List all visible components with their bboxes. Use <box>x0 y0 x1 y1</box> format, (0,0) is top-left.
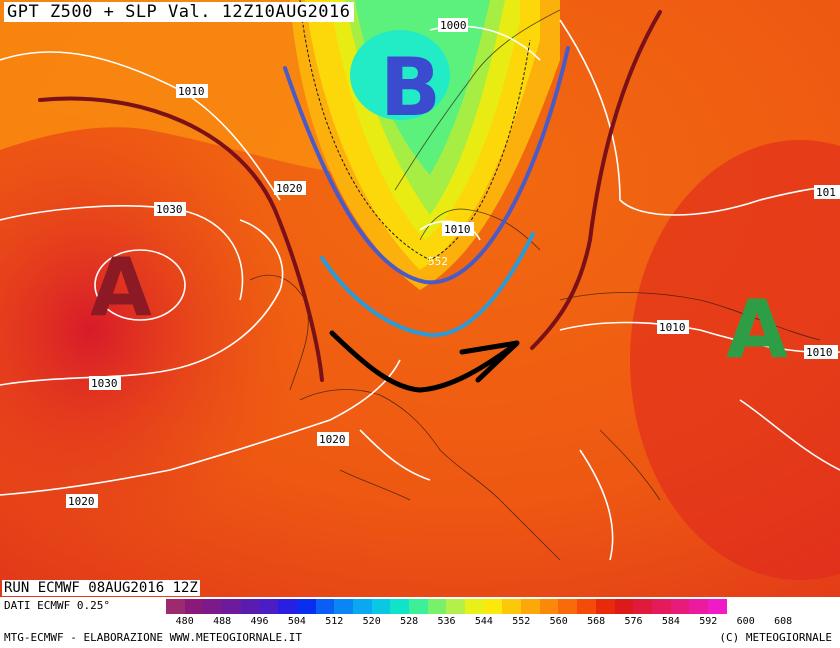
colorbar-cell <box>483 599 503 614</box>
colorbar-tick-label: 576 <box>624 616 643 627</box>
colorbar-tick-label: 608 <box>774 616 793 627</box>
map-title: GPT Z500 + SLP Val. 12Z10AUG2016 <box>4 2 354 22</box>
colorbar-cell <box>315 599 335 614</box>
colorbar-tick-label: 560 <box>549 616 568 627</box>
colorbar-cell <box>184 599 204 614</box>
colorbar-tick-label: 480 <box>175 616 194 627</box>
map-canvas: 1000 1010 1010 1020 1030 1030 1020 1020 … <box>0 0 840 598</box>
colorbar-cell <box>390 599 409 614</box>
colorbar-cell <box>651 599 671 614</box>
isobar-label: 1020 <box>68 495 95 508</box>
colorbar-cell <box>539 599 559 614</box>
isobar-label: 1030 <box>156 203 183 216</box>
isobar-label: 1030 <box>91 377 118 390</box>
colorbar-cell <box>595 599 615 614</box>
low-pressure-letter: B <box>380 41 441 134</box>
colorbar-cell <box>614 599 634 614</box>
isobar-label: 101 <box>816 186 836 199</box>
colorbar-cell <box>408 599 428 614</box>
colorbar-tick-label: 568 <box>587 616 606 627</box>
isobar-label: 1020 <box>319 433 346 446</box>
colorbar-cell <box>633 599 652 614</box>
colorbar-cell <box>446 599 465 614</box>
high-core-west <box>0 100 300 560</box>
colorbar-tick-label: 528 <box>400 616 419 627</box>
isobar-label: 1010 <box>444 223 471 236</box>
high-pressure-letter-west: A <box>90 241 152 334</box>
colorbar-tick-label: 520 <box>362 616 381 627</box>
colorbar-cell <box>427 599 447 614</box>
colorbar-tick-label: 552 <box>512 616 531 627</box>
colorbar-cell <box>278 599 297 614</box>
data-label: DATI ECMWF 0.25° <box>4 599 110 612</box>
colorbar-cell <box>558 599 578 614</box>
colorbar-tick-label: 512 <box>325 616 344 627</box>
isobar-labels: 1000 1010 1010 1020 1030 1030 1020 1020 … <box>66 18 840 508</box>
colorbar-cell <box>371 599 391 614</box>
isobar-label: 1010 <box>806 346 833 359</box>
colorbar-tick-label: 504 <box>287 616 306 627</box>
trough-axis-cyan <box>320 232 535 338</box>
colorbar-cell <box>240 599 260 614</box>
footer-credit: MTG-ECMWF - ELABORAZIONE WWW.METEOGIORNA… <box>4 631 303 644</box>
colorbar-cell <box>222 599 241 614</box>
high-pressure-letter-east: A <box>726 283 788 376</box>
colorbar-tick-label: 488 <box>213 616 232 627</box>
colorbar-cell <box>465 599 484 614</box>
colorbar-cell <box>203 599 223 614</box>
isobar-label: 1010 <box>659 321 686 334</box>
colorbar-tick-label: 592 <box>699 616 718 627</box>
colorbar-cell <box>334 599 353 614</box>
colorbar-cell <box>502 599 522 614</box>
colorbar-tick-label: 600 <box>736 616 755 627</box>
isobar-label: 1020 <box>276 182 303 195</box>
footer-copyright: (C) METEOGIORNALE <box>719 631 832 644</box>
colorbar-cell <box>296 599 316 614</box>
colorbar-tick-label: 544 <box>474 616 493 627</box>
colorbar-cell <box>352 599 372 614</box>
isobar-label: 1000 <box>440 19 467 32</box>
ridge-axis-east <box>530 10 662 350</box>
colorbar-cell <box>259 599 279 614</box>
colorbar-cell <box>707 599 727 614</box>
isobar-label: 1010 <box>178 85 205 98</box>
height-contour <box>299 0 531 261</box>
colorbar-cell <box>577 599 596 614</box>
colorbar-cell <box>521 599 540 614</box>
colorbar-cell <box>166 599 185 614</box>
colorbar-cell <box>689 599 708 614</box>
high-core-east <box>630 140 840 580</box>
colorbar-tick-label: 584 <box>661 616 680 627</box>
colorbar-tick-label: 496 <box>250 616 269 627</box>
coastlines <box>249 9 821 561</box>
trough-axis-blue <box>283 46 570 285</box>
colorbar-ticks: 480 488 496 504 512 520 528 536 544 552 560 568 576 5… <box>166 616 838 628</box>
colorbar-tick-label: 536 <box>437 616 456 627</box>
ridge-axis-west <box>38 96 324 382</box>
trough-core <box>350 30 450 120</box>
colorbar-cell <box>670 599 690 614</box>
colorbar <box>166 599 727 614</box>
flow-arrow <box>329 330 520 393</box>
height-label: 552 <box>428 255 448 268</box>
run-label: RUN ECMWF 08AUG2016 12Z <box>2 580 200 596</box>
